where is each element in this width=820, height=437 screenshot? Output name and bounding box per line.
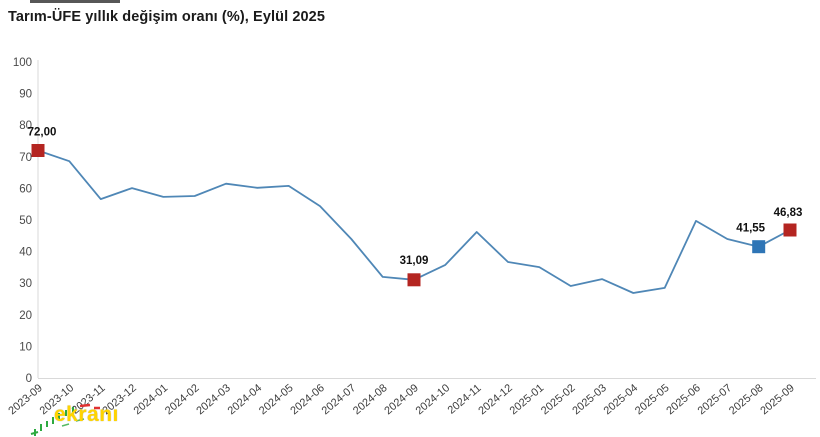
x-tick-label: 2024-08 <box>351 382 390 417</box>
y-tick-label: 70 <box>19 152 32 164</box>
x-tick-label: 2025-01 <box>508 382 547 417</box>
data-point-label: 41,55 <box>736 223 765 235</box>
y-tick-label: 80 <box>19 120 32 132</box>
data-point-marker <box>407 273 421 287</box>
x-tick-label: 2025-03 <box>570 382 609 417</box>
x-tick-label: 2024-03 <box>194 382 233 417</box>
x-tick-label: 2025-02 <box>539 382 578 417</box>
y-tick-label: 60 <box>19 183 32 195</box>
x-tick-label: 2025-07 <box>696 382 735 417</box>
y-tick-label: 0 <box>26 373 32 385</box>
x-tick-label: 2024-09 <box>382 382 421 417</box>
x-tick-label: 2023-12 <box>100 382 139 417</box>
x-tick-label: 2024-05 <box>257 382 296 417</box>
x-tick-label: 2024-10 <box>414 382 453 417</box>
x-tick-label: 2024-02 <box>163 382 202 417</box>
x-tick-label: 2024-07 <box>320 382 359 417</box>
y-tick-label: 10 <box>19 341 32 353</box>
x-tick-label: 2025-06 <box>664 382 703 417</box>
chart-title: Tarım-ÜFE yıllık değişim oranı (%), Eylü… <box>8 9 325 25</box>
data-point-marker <box>783 223 797 237</box>
y-tick-label: 100 <box>13 57 32 69</box>
x-tick-label: 2024-04 <box>226 382 265 417</box>
data-point-marker <box>752 240 766 254</box>
x-tick-label: 2023-10 <box>38 382 77 417</box>
data-point-label: 46,83 <box>774 207 803 219</box>
cropped-artifact <box>30 0 120 3</box>
line-series <box>37 149 791 294</box>
x-tick-label: 2025-05 <box>633 382 672 417</box>
x-tick-label: 2025-09 <box>758 382 797 417</box>
data-point-marker <box>31 144 45 157</box>
x-tick-label: 2023-09 <box>6 382 45 417</box>
x-tick-label: 2025-08 <box>727 382 766 417</box>
y-tick-label: 90 <box>19 89 32 101</box>
data-point-label: 31,09 <box>400 255 429 267</box>
data-point-label: 72,00 <box>28 127 57 139</box>
x-tick-label: 2024-06 <box>288 382 327 417</box>
x-tick-label: 2024-12 <box>476 382 515 417</box>
x-tick-label: 2025-04 <box>602 382 641 417</box>
y-tick-label: 50 <box>19 215 32 227</box>
y-tick-label: 30 <box>19 278 32 290</box>
y-tick-label: 40 <box>19 247 32 259</box>
y-tick-label: 20 <box>19 310 32 322</box>
x-tick-label: 2024-01 <box>132 382 171 417</box>
